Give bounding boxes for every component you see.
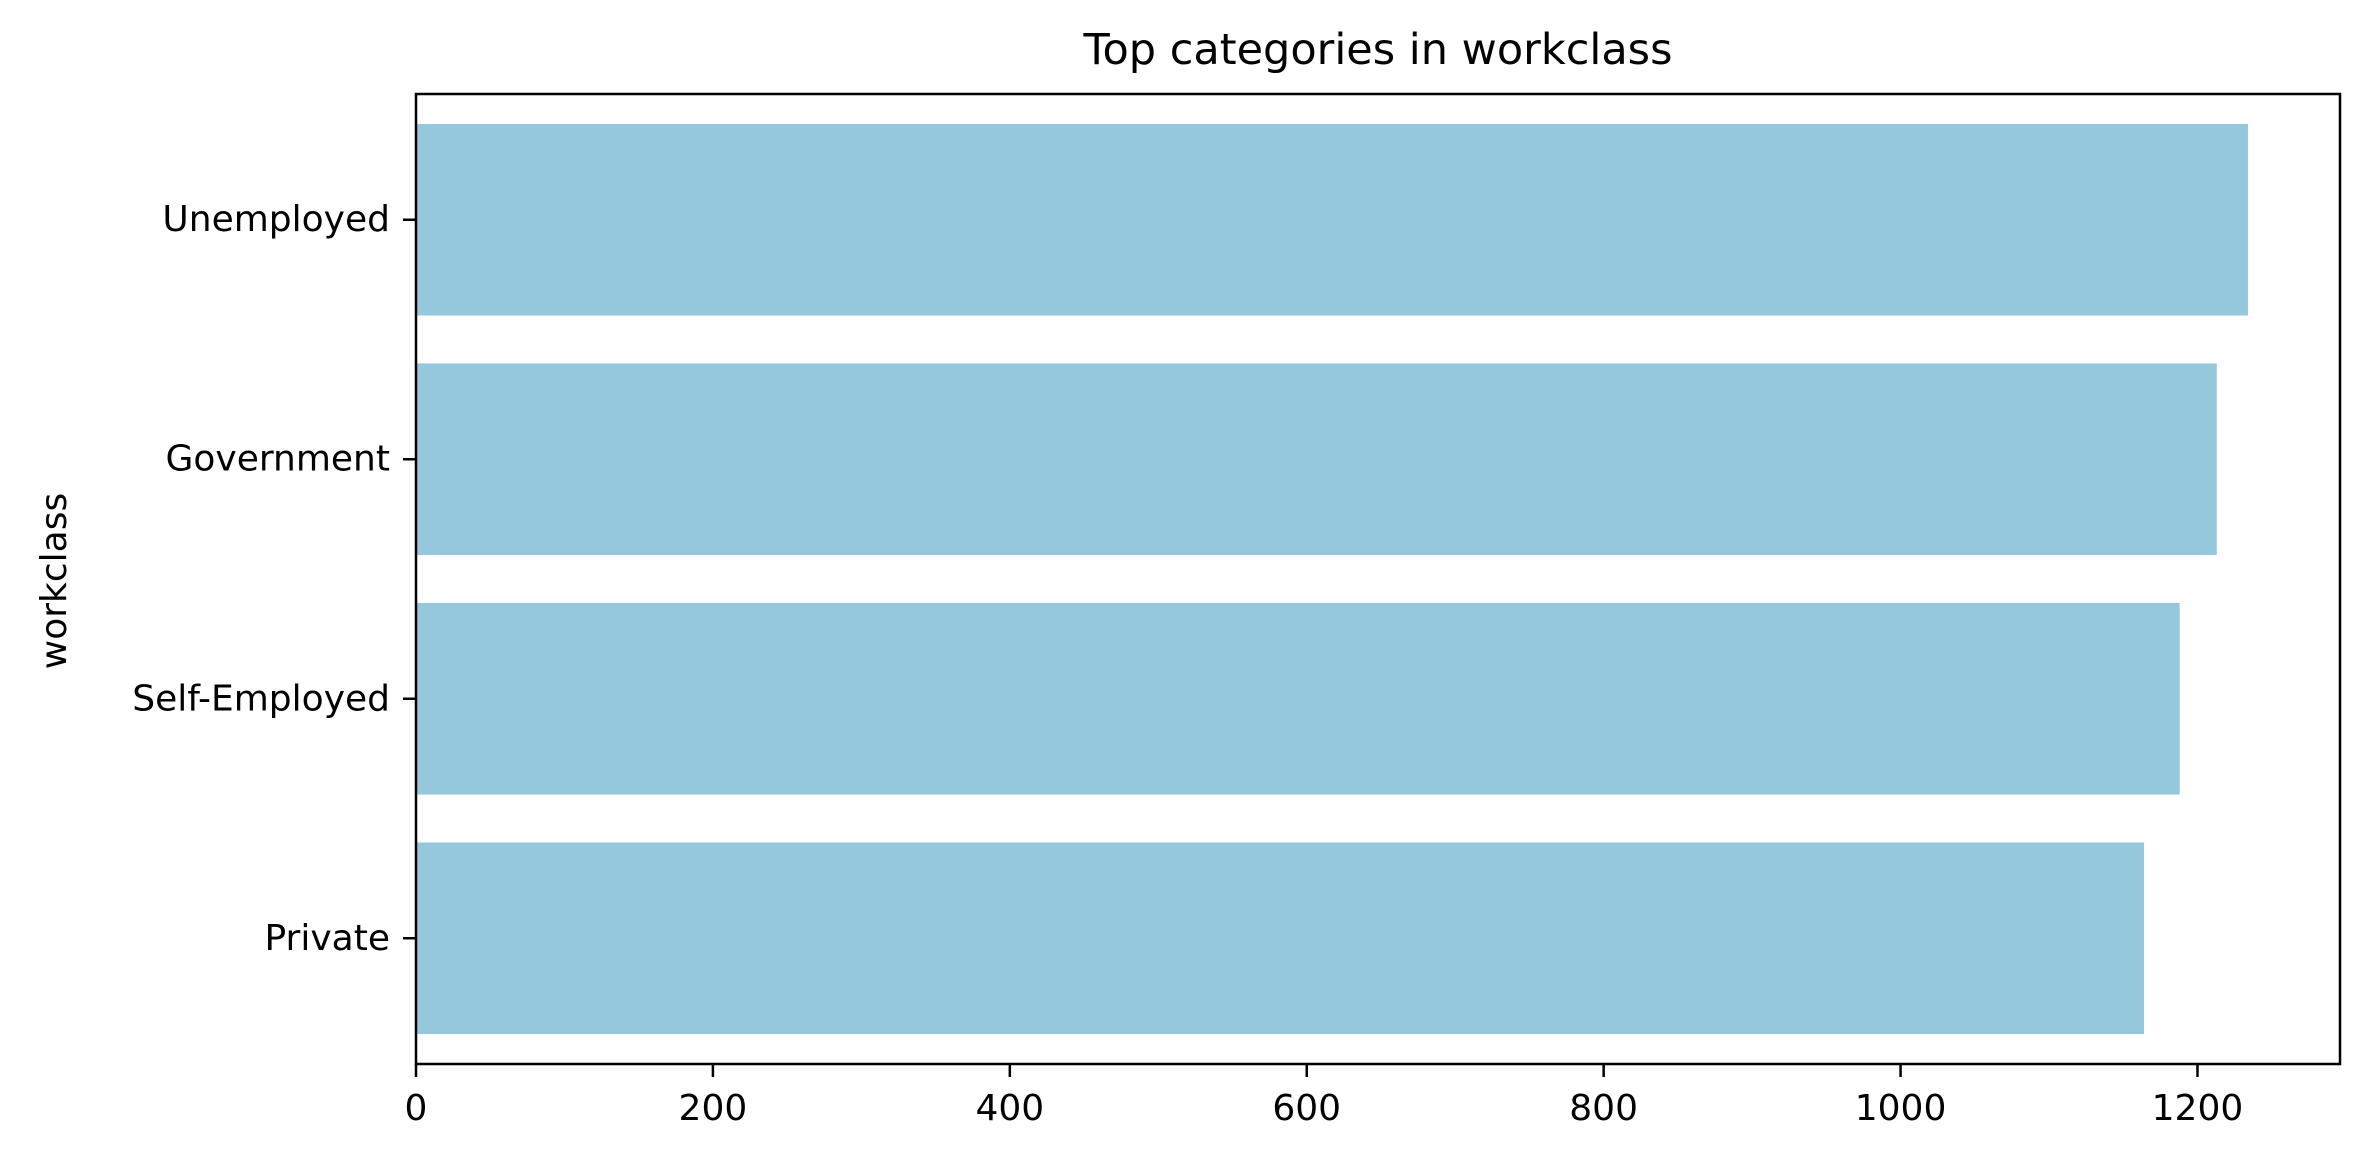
y-ticks-group: Unemployed Government Self-Employed Private: [132, 199, 416, 959]
bar-government: [416, 363, 2217, 556]
x-ticks-group: 0 200 400 600 800 1000 1200: [405, 1064, 2244, 1129]
x-tick-label: 200: [679, 1088, 748, 1129]
x-tick-label: 800: [1569, 1088, 1638, 1129]
x-tick-label: 600: [1272, 1088, 1341, 1129]
x-tick-label: 1000: [1855, 1088, 1947, 1129]
bar-unemployed: [416, 123, 2248, 316]
plot-frame: [414, 92, 2342, 1066]
y-tick-label: Government: [165, 439, 390, 480]
x-tick-label: 0: [405, 1088, 428, 1129]
x-tick-label: 400: [975, 1088, 1044, 1129]
bar-private: [416, 842, 2145, 1035]
y-tick-label: Self-Employed: [132, 678, 390, 719]
x-tick-label: 1200: [2152, 1088, 2244, 1129]
y-tick-label: Unemployed: [162, 199, 390, 240]
y-axis-label: workclass: [34, 493, 75, 669]
bar-self-employed: [416, 602, 2180, 795]
y-tick-label: Private: [264, 918, 390, 959]
chart-title: Top categories in workclass: [1083, 25, 1673, 75]
bars-group: [416, 123, 2248, 1035]
